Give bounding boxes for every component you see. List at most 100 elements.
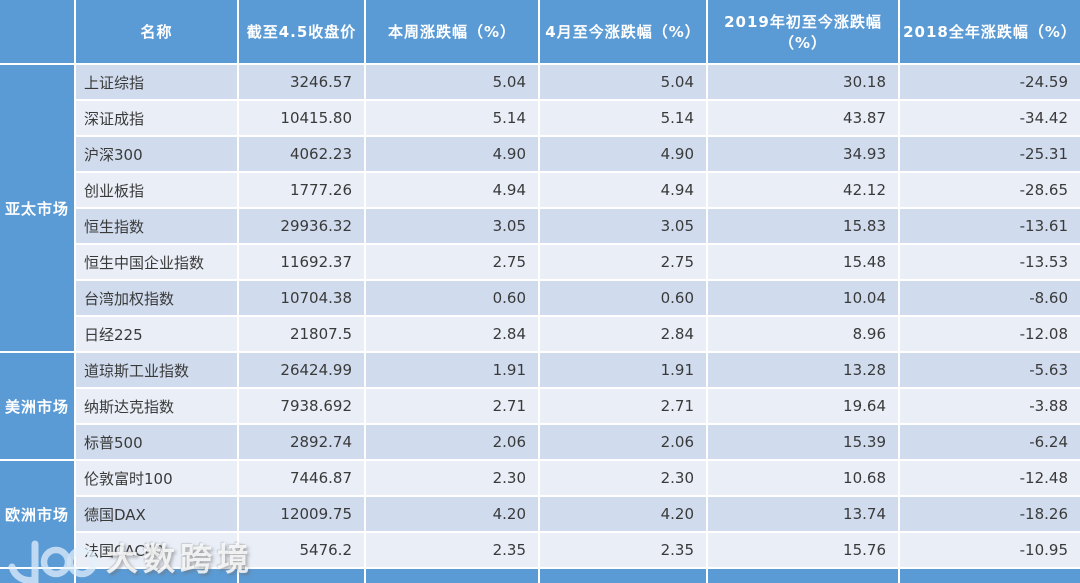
ytd-2019-change-cell: 10.04: [708, 281, 898, 315]
strip-cell: [900, 569, 1080, 583]
table-row: 纳斯达克指数 7938.692 2.71 2.71 19.64 -3.88: [0, 389, 1080, 423]
table-row: 欧洲市场 伦敦富时100 7446.87 2.30 2.30 10.68 -12…: [0, 461, 1080, 567]
change-2018-cell: -8.60: [900, 281, 1080, 315]
week-change-cell: 2.06: [366, 425, 538, 459]
april-change-cell: 5.04: [540, 65, 706, 99]
strip-cell: [366, 569, 538, 583]
week-change-cell: 2.30: [366, 461, 538, 495]
change-2018-cell: -34.42: [900, 101, 1080, 135]
change-2018-cell: -24.59: [900, 65, 1080, 99]
week-change-cell: 5.04: [366, 65, 538, 99]
week-change-cell: 4.94: [366, 173, 538, 207]
ytd-2019-change-cell: 34.93: [708, 137, 898, 171]
column-header-name: 名称: [76, 0, 237, 63]
close-price-cell: 26424.99: [239, 353, 364, 387]
april-change-cell: 4.20: [540, 497, 706, 531]
index-name-cell: 标普500: [76, 425, 237, 459]
week-change-cell: 4.20: [366, 497, 538, 531]
cutoff-blue-row: [0, 569, 1080, 583]
april-change-cell: 2.75: [540, 245, 706, 279]
close-price-cell: 1777.26: [239, 173, 364, 207]
close-price-cell: 12009.75: [239, 497, 364, 531]
table-row: 法国CAC40 5476.2 2.35 2.35 15.76 -10.95: [0, 533, 1080, 567]
ytd-2019-change-cell: 42.12: [708, 173, 898, 207]
close-price-cell: 10704.38: [239, 281, 364, 315]
table-row: 创业板指 1777.26 4.94 4.94 42.12 -28.65: [0, 173, 1080, 207]
index-name-cell: 纳斯达克指数: [76, 389, 237, 423]
index-name-cell: 德国DAX: [76, 497, 237, 531]
close-price-cell: 5476.2: [239, 533, 364, 567]
april-change-cell: 1.91: [540, 353, 706, 387]
ytd-2019-change-cell: 30.18: [708, 65, 898, 99]
column-header-week-change: 本周涨跌幅（%）: [366, 0, 538, 63]
column-header-april-change: 4月至今涨跌幅（%）: [540, 0, 706, 63]
close-price-cell: 11692.37: [239, 245, 364, 279]
ytd-2019-change-cell: 43.87: [708, 101, 898, 135]
index-name-cell: 恒生中国企业指数: [76, 245, 237, 279]
change-2018-cell: -25.31: [900, 137, 1080, 171]
index-name-cell: 台湾加权指数: [76, 281, 237, 315]
table-row: 美洲市场 道琼斯工业指数 26424.99 1.91 1.91 13.28 -5…: [0, 353, 1080, 459]
close-price-cell: 10415.80: [239, 101, 364, 135]
index-name-cell: 日经225: [76, 317, 237, 351]
region-group-cell-americas: 美洲市场: [0, 353, 74, 459]
change-2018-cell: -18.26: [900, 497, 1080, 531]
week-change-cell: 1.91: [366, 353, 538, 387]
close-price-cell: 29936.32: [239, 209, 364, 243]
week-change-cell: 2.71: [366, 389, 538, 423]
index-name-cell: 伦敦富时100: [76, 461, 237, 495]
april-change-cell: 2.30: [540, 461, 706, 495]
close-price-cell: 2892.74: [239, 425, 364, 459]
strip-cell: [540, 569, 706, 583]
index-name-cell: 法国CAC40: [76, 533, 237, 567]
ytd-2019-change-cell: 15.48: [708, 245, 898, 279]
next-section-strip: [0, 569, 1080, 583]
ytd-2019-change-cell: 13.74: [708, 497, 898, 531]
corner-cell: [0, 0, 74, 63]
index-name-cell: 恒生指数: [76, 209, 237, 243]
april-change-cell: 2.35: [540, 533, 706, 567]
change-2018-cell: -6.24: [900, 425, 1080, 459]
change-2018-cell: -13.61: [900, 209, 1080, 243]
april-change-cell: 5.14: [540, 101, 706, 135]
strip-cell: [76, 569, 237, 583]
change-2018-cell: -3.88: [900, 389, 1080, 423]
week-change-cell: 5.14: [366, 101, 538, 135]
region-group-cell-asia-pacific: 亚太市场: [0, 65, 74, 351]
region-group-cell-europe: 欧洲市场: [0, 461, 74, 567]
ytd-2019-change-cell: 15.39: [708, 425, 898, 459]
april-change-cell: 2.71: [540, 389, 706, 423]
change-2018-cell: -5.63: [900, 353, 1080, 387]
table-header: 名称 截至4.5收盘价 本周涨跌幅（%） 4月至今涨跌幅（%） 2019年初至今…: [0, 0, 1080, 63]
strip-cell: [708, 569, 898, 583]
table-row: 恒生中国企业指数 11692.37 2.75 2.75 15.48 -13.53: [0, 245, 1080, 279]
table-row: 台湾加权指数 10704.38 0.60 0.60 10.04 -8.60: [0, 281, 1080, 315]
change-2018-cell: -10.95: [900, 533, 1080, 567]
table-row: 沪深300 4062.23 4.90 4.90 34.93 -25.31: [0, 137, 1080, 171]
april-change-cell: 2.84: [540, 317, 706, 351]
ytd-2019-change-cell: 8.96: [708, 317, 898, 351]
column-header-close-price: 截至4.5收盘价: [239, 0, 364, 63]
column-header-ytd-2019-change: 2019年初至今涨跌幅（%）: [708, 0, 898, 63]
week-change-cell: 4.90: [366, 137, 538, 171]
week-change-cell: 2.84: [366, 317, 538, 351]
table-row: 恒生指数 29936.32 3.05 3.05 15.83 -13.61: [0, 209, 1080, 243]
close-price-cell: 7938.692: [239, 389, 364, 423]
week-change-cell: 2.35: [366, 533, 538, 567]
table-row: 亚太市场 上证综指 3246.57 5.04 5.04 30.18 -24.59: [0, 65, 1080, 351]
change-2018-cell: -13.53: [900, 245, 1080, 279]
ytd-2019-change-cell: 19.64: [708, 389, 898, 423]
change-2018-cell: -12.08: [900, 317, 1080, 351]
index-name-cell: 创业板指: [76, 173, 237, 207]
index-name-cell: 上证综指: [76, 65, 237, 99]
close-price-cell: 7446.87: [239, 461, 364, 495]
april-change-cell: 4.94: [540, 173, 706, 207]
strip-cell: [0, 569, 74, 583]
table-row: 深证成指 10415.80 5.14 5.14 43.87 -34.42: [0, 101, 1080, 135]
change-2018-cell: -12.48: [900, 461, 1080, 495]
index-name-cell: 沪深300: [76, 137, 237, 171]
index-name-cell: 道琼斯工业指数: [76, 353, 237, 387]
ytd-2019-change-cell: 15.83: [708, 209, 898, 243]
week-change-cell: 0.60: [366, 281, 538, 315]
